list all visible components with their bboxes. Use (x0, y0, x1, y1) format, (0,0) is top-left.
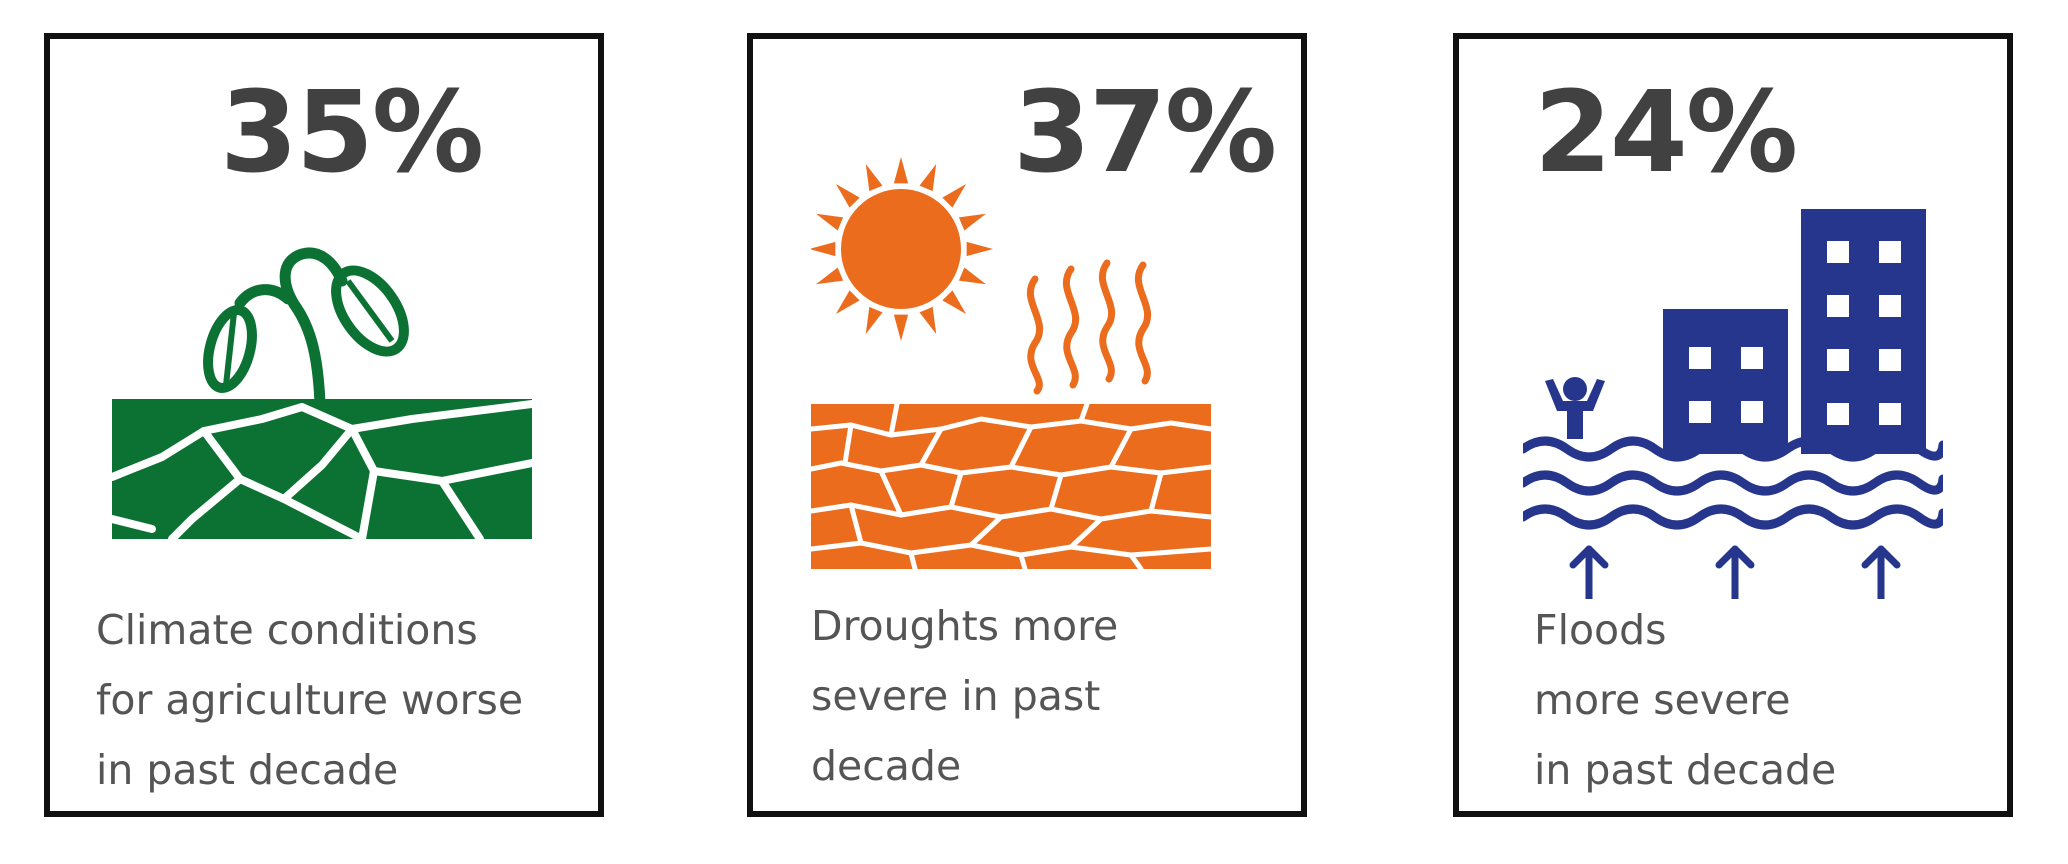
stat-card-floods: 24% (1453, 33, 2013, 817)
sun-ray (835, 290, 860, 315)
sun-ray (893, 314, 909, 341)
flood-buildings-icon (1523, 209, 1943, 599)
sun-ray (942, 290, 967, 315)
sun-ray (865, 306, 883, 334)
stat-caption: Climate conditions for agriculture worse… (96, 606, 524, 794)
stat-caption: Droughts more severe in past decade (811, 602, 1119, 790)
sun-ray (811, 241, 836, 257)
sun-ray (958, 267, 986, 285)
sun-ray (919, 164, 937, 192)
stat-value: 24% (1534, 68, 1798, 198)
sprout-cracked-soil-icon (112, 247, 532, 543)
stat-value: 37% (1013, 68, 1277, 198)
stat-card-agriculture: 35% Climate condi (44, 33, 604, 817)
sun-ray (835, 183, 860, 208)
sun-ray (893, 157, 909, 184)
stat-value: 35% (220, 68, 484, 198)
sun-drought-icon (811, 157, 1214, 569)
stat-card-droughts: 37% (747, 33, 1307, 817)
stat-caption: Floods more severe in past decade (1534, 606, 1837, 794)
sun-ray (816, 213, 844, 231)
sun-ray (865, 164, 883, 192)
sun-ray (816, 267, 844, 285)
sun-ray (958, 213, 986, 231)
sun-ray (966, 241, 993, 257)
sun-ray (942, 183, 967, 208)
sun-ray (919, 306, 937, 334)
